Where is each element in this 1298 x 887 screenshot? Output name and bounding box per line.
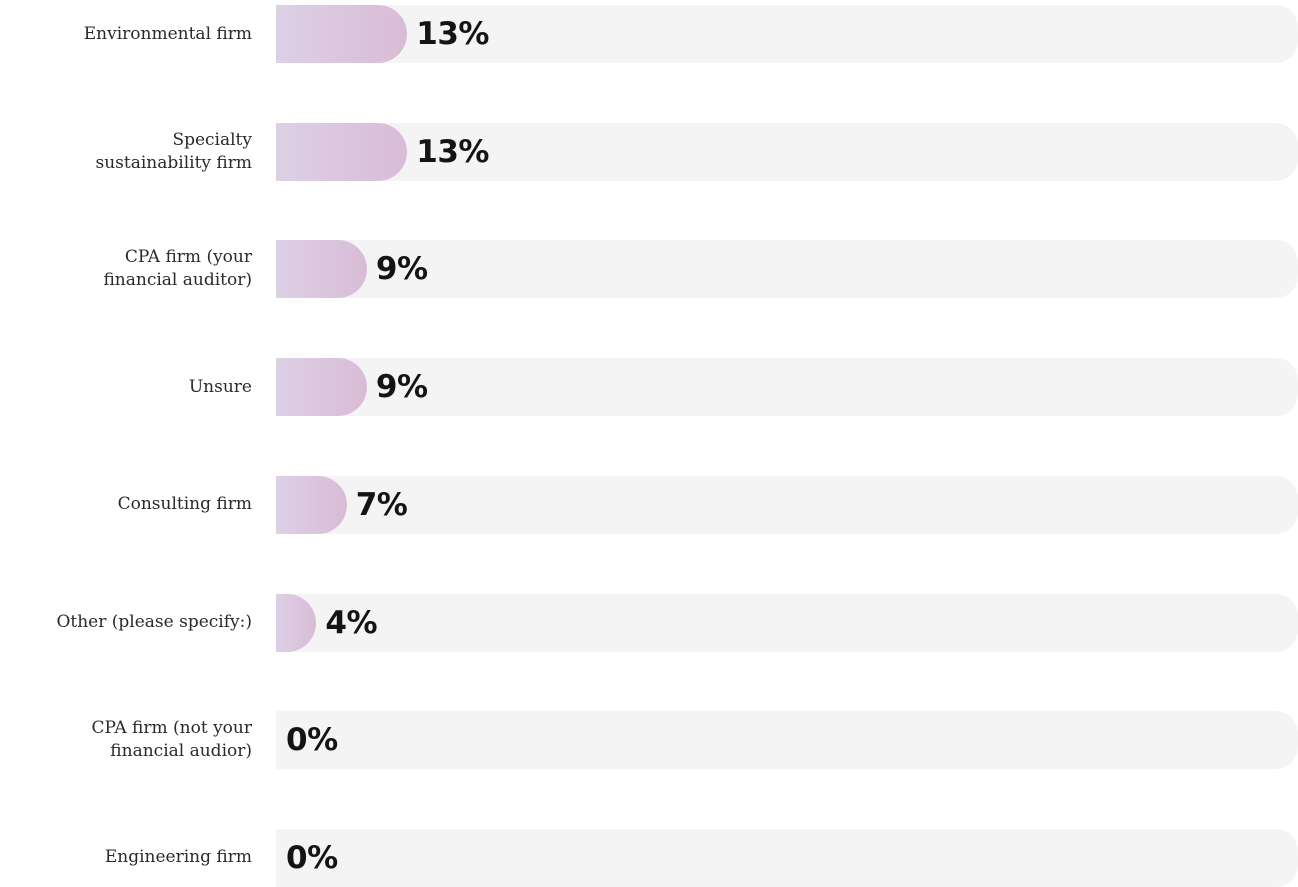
category-label: Specialty sustainability firm <box>95 129 252 173</box>
bar <box>276 122 408 181</box>
value-label: 4% <box>325 604 378 641</box>
bar-track <box>276 828 1298 887</box>
bar-row: Engineering firm 0% <box>0 828 1298 887</box>
value-label: 9% <box>375 369 428 406</box>
bar <box>276 5 408 63</box>
value-label: 13% <box>416 16 489 52</box>
bar-row: CPA firm (your financial auditor) 9% <box>0 240 1298 299</box>
bar <box>276 358 367 417</box>
bar-track <box>276 475 1298 534</box>
bar-track <box>276 240 1298 299</box>
bar <box>276 475 347 534</box>
category-label: Other (please specify:) <box>56 612 252 632</box>
bar-row: Consulting firm 7% <box>0 475 1298 534</box>
bar-track <box>276 358 1298 417</box>
bar-row: Unsure 9% <box>0 358 1298 417</box>
value-label: 0% <box>286 839 338 876</box>
category-label: Engineering firm <box>104 847 252 868</box>
value-label: 13% <box>416 133 489 170</box>
value-label: 0% <box>286 722 338 759</box>
bar <box>276 240 367 299</box>
bar-row: Environmental firm 13% <box>0 5 1298 63</box>
category-label: CPA firm (not your financial audior) <box>91 718 252 762</box>
category-label: Unsure <box>188 376 252 397</box>
category-label: Consulting firm <box>117 494 252 515</box>
value-label: 7% <box>355 486 408 523</box>
bar-row: CPA firm (not your financial audior) 0% <box>0 711 1298 770</box>
bar-track <box>276 593 1298 652</box>
value-label: 9% <box>375 251 428 288</box>
bar-track <box>276 5 1298 63</box>
bar-row: Specialty sustainability firm 13% <box>0 122 1298 181</box>
bar-row: Other (please specify:) 4% <box>0 593 1298 652</box>
category-label: Environmental firm <box>83 23 252 44</box>
category-label: CPA firm (your financial auditor) <box>103 247 252 291</box>
bar-track <box>276 711 1298 770</box>
bar-track <box>276 122 1298 181</box>
